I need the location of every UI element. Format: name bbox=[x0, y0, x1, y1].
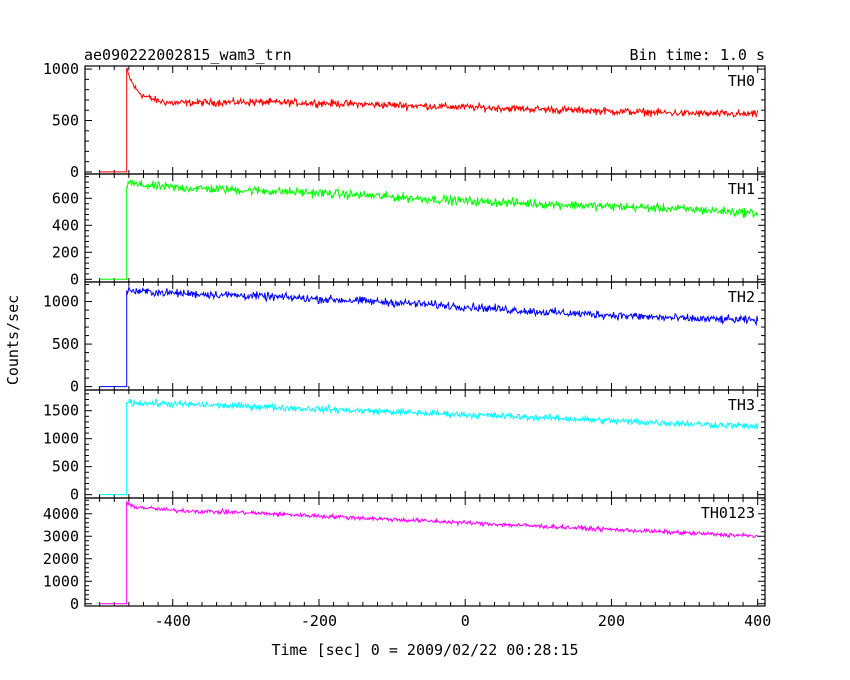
y-tick-label: 1500 bbox=[43, 402, 79, 420]
panel-frame bbox=[84, 389, 766, 499]
x-tick-label: 400 bbox=[744, 612, 771, 630]
y-tick-label: 600 bbox=[52, 189, 79, 207]
x-tick-label: 200 bbox=[598, 612, 625, 630]
y-tick-label: 2000 bbox=[43, 550, 79, 568]
y-tick-label: 1000 bbox=[43, 572, 79, 590]
x-tick-label: -400 bbox=[155, 612, 191, 630]
y-tick-label: 1000 bbox=[43, 293, 79, 311]
panel-label: TH0123 bbox=[701, 504, 755, 522]
x-tick-label: 0 bbox=[461, 612, 470, 630]
y-tick-label: 0 bbox=[70, 270, 79, 288]
panel-frame bbox=[84, 65, 766, 175]
panel-th1: 0 200 400 600 TH1 bbox=[52, 173, 766, 288]
series-th2-line bbox=[99, 285, 759, 388]
y-tick-label: 1000 bbox=[43, 60, 79, 78]
panel-label: TH0 bbox=[728, 72, 755, 90]
chart-title: ae090222002815_wam3_trn bbox=[84, 46, 292, 64]
panel-label: TH2 bbox=[728, 288, 755, 306]
bin-time-label: Bin time: 1.0 s bbox=[630, 46, 765, 64]
panels-group: 0 500 1000 TH0 0 200 400 600 TH1 0 500 1000 TH2 0 500 1… bbox=[43, 60, 771, 630]
y-tick-label: 1000 bbox=[43, 430, 79, 448]
panel-th0: 0 500 1000 TH0 bbox=[43, 60, 766, 181]
panel-th3: 0 500 1000 1500 TH3 bbox=[43, 389, 766, 504]
panel-frame bbox=[84, 173, 766, 283]
panel-th0123: 0 1000 2000 3000 4000 TH0123 bbox=[43, 497, 766, 613]
y-tick-label: 3000 bbox=[43, 527, 79, 545]
panel-frame bbox=[84, 497, 766, 607]
y-tick-label: 0 bbox=[70, 595, 79, 613]
y-tick-label: 0 bbox=[70, 378, 79, 396]
panel-frame bbox=[84, 281, 766, 391]
y-tick-label: 4000 bbox=[43, 505, 79, 523]
y-tick-label: 500 bbox=[52, 335, 79, 353]
panel-label: TH3 bbox=[728, 396, 755, 414]
y-tick-label: 0 bbox=[70, 486, 79, 504]
y-tick-label: 500 bbox=[52, 112, 79, 130]
y-axis-label: Counts/sec bbox=[4, 295, 22, 385]
y-tick-label: 400 bbox=[52, 216, 79, 234]
series-th3-line bbox=[99, 398, 759, 496]
y-tick-label: 500 bbox=[52, 458, 79, 476]
y-tick-label: 0 bbox=[70, 163, 79, 181]
x-tick-label: -200 bbox=[301, 612, 337, 630]
panel-th2: 0 500 1000 TH2 bbox=[43, 281, 766, 396]
panel-label: TH1 bbox=[728, 180, 755, 198]
series-th0-line bbox=[99, 67, 759, 173]
series-th1-line bbox=[99, 179, 759, 280]
series-th0123-line bbox=[99, 500, 759, 605]
x-axis-label: Time [sec] 0 = 2009/02/22 00:28:15 bbox=[271, 641, 578, 659]
y-tick-label: 200 bbox=[52, 243, 79, 261]
